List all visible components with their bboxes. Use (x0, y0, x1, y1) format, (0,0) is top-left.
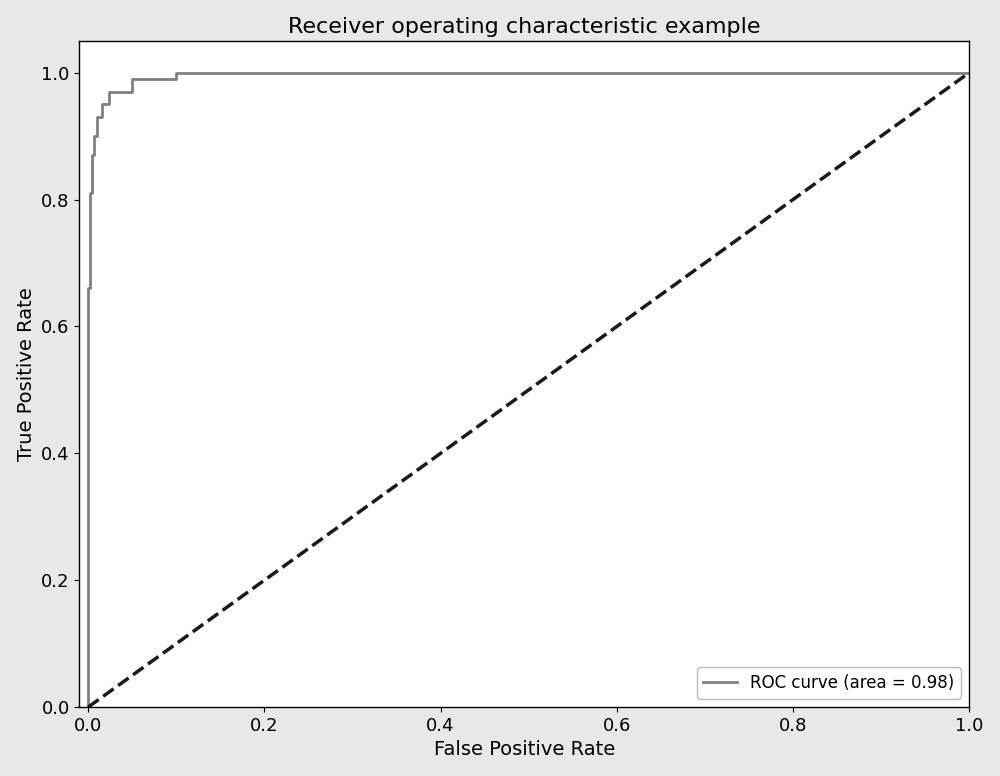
ROC curve (area = 0.98) (84, 189, 96, 198)
ROC curve (area = 0.98) (117, 87, 129, 96)
ROC curve (area = 0.98) (82, 392, 94, 401)
Legend: ROC curve (area = 0.98): ROC curve (area = 0.98) (697, 667, 961, 698)
ROC curve (area = 0.98) (109, 87, 121, 96)
ROC curve (area = 0.98) (95, 113, 107, 122)
ROC curve (area = 0.98) (170, 68, 182, 78)
ROC curve (area = 0.98) (86, 169, 98, 178)
ROC curve (area = 0.98) (82, 322, 94, 331)
X-axis label: False Positive Rate: False Positive Rate (434, 740, 615, 760)
ROC curve (area = 0.98) (86, 151, 98, 160)
Y-axis label: True Positive Rate: True Positive Rate (17, 287, 36, 461)
ROC curve (area = 0.98) (88, 131, 100, 140)
ROC curve (area = 0.98) (82, 360, 94, 369)
ROC curve (area = 0.98) (82, 423, 94, 432)
Line: ROC curve (area = 0.98): ROC curve (area = 0.98) (88, 73, 969, 707)
ROC curve (area = 0.98) (82, 493, 94, 502)
ROC curve (area = 0.98) (135, 74, 147, 84)
ROC curve (area = 0.98) (223, 68, 235, 78)
ROC curve (area = 0.98) (96, 100, 108, 109)
ROC curve (area = 0.98) (84, 265, 96, 274)
ROC curve (area = 0.98) (82, 284, 94, 293)
ROC curve (area = 0.98) (82, 518, 94, 528)
ROC curve (area = 0.98) (89, 131, 101, 140)
ROC curve (area = 0.98) (86, 189, 98, 198)
ROC curve (area = 0.98) (100, 100, 112, 109)
ROC curve (area = 0.98) (82, 474, 94, 483)
ROC curve (area = 0.98) (82, 702, 94, 712)
ROC curve (area = 0.98) (258, 68, 270, 78)
ROC curve (area = 0.98) (206, 68, 218, 78)
ROC curve (area = 0.98) (188, 68, 200, 78)
Title: Receiver operating characteristic example: Receiver operating characteristic exampl… (288, 16, 761, 36)
ROC curve (area = 0.98) (84, 227, 96, 236)
ROC curve (area = 0.98) (84, 246, 96, 255)
ROC curve (area = 0.98) (241, 68, 253, 78)
ROC curve (area = 0.98) (82, 449, 94, 458)
ROC curve (area = 0.98) (276, 68, 288, 78)
ROC curve (area = 0.98) (93, 113, 105, 122)
ROC curve (area = 0.98) (88, 151, 100, 160)
ROC curve (area = 0.98) (103, 87, 115, 96)
ROC curve (area = 0.98) (311, 68, 323, 78)
ROC curve (area = 0.98) (294, 68, 306, 78)
ROC curve (area = 0.98) (91, 113, 103, 122)
ROC curve (area = 0.98) (153, 74, 165, 84)
ROC curve (area = 0.98) (963, 68, 975, 78)
ROC curve (area = 0.98) (126, 74, 138, 84)
ROC curve (area = 0.98) (82, 506, 94, 515)
ROC curve (area = 0.98) (91, 131, 103, 140)
ROC curve (area = 0.98) (84, 208, 96, 217)
ROC curve (area = 0.98) (84, 284, 96, 293)
